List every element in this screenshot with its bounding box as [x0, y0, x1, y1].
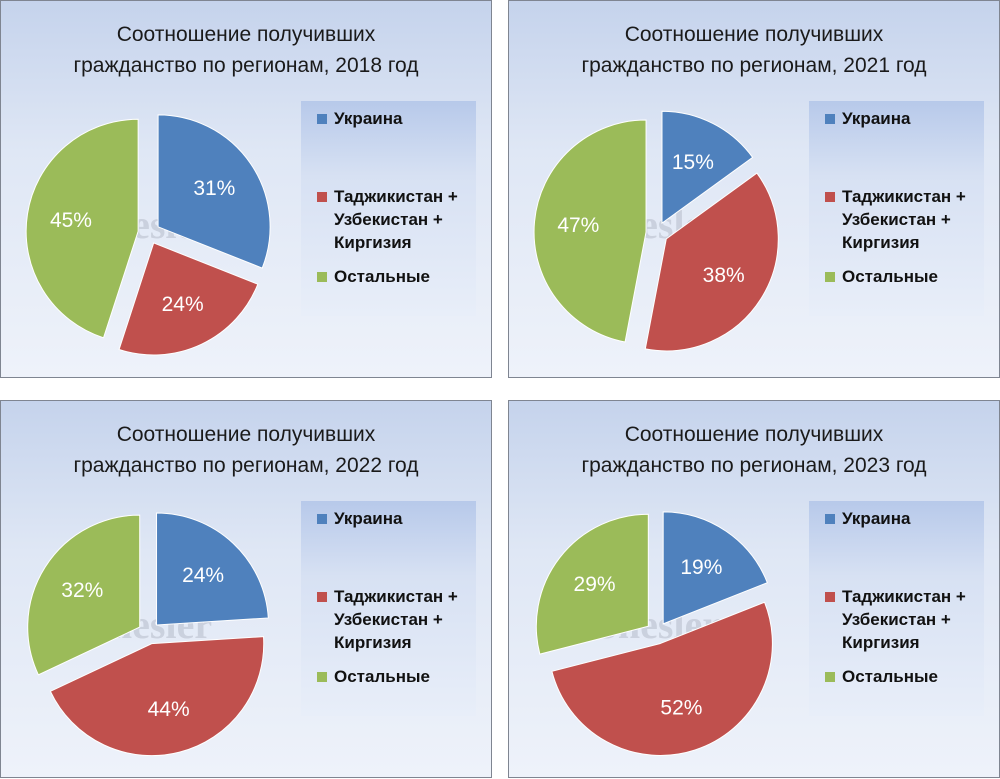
legend: Украина Таджикистан + Узбекистан + Кирги… — [301, 101, 476, 316]
chart-panel-2022: Соотношение получивших гражданство по ре… — [0, 400, 492, 778]
label-central-asia: 38% — [703, 264, 745, 287]
legend: Украина Таджикистан + Узбекистан + Кирги… — [301, 501, 476, 716]
legend-item-ukraine: Украина — [825, 107, 910, 130]
chart-panel-2021: Соотношение получивших гражданство по ре… — [508, 0, 1000, 378]
label-others: 32% — [61, 579, 103, 602]
slice-central-asia — [551, 601, 773, 756]
chart-title: Соотношение получивших гражданство по ре… — [1, 19, 491, 81]
slice-others — [25, 118, 139, 339]
legend-item-ukraine: Украина — [825, 507, 910, 530]
label-ukraine: 31% — [193, 177, 235, 200]
legend-item-central-asia: Таджикистан + Узбекистан + Киргизия — [825, 185, 966, 254]
legend-label: Остальные — [842, 267, 938, 286]
legend-swatch-blue — [825, 514, 835, 524]
legend-swatch-green — [317, 672, 327, 682]
legend-label: Таджикистан + Узбекистан + Киргизия — [334, 187, 458, 252]
legend-label: Украина — [842, 109, 911, 128]
slice-ukraine — [157, 114, 271, 269]
legend-swatch-blue — [317, 114, 327, 124]
pie-chart: 15% 38% 47% — [533, 110, 779, 352]
legend-item-central-asia: Таджикистан + Узбекистан + Киргизия — [825, 585, 966, 654]
label-ukraine: 19% — [680, 556, 722, 579]
legend-label: Остальные — [334, 267, 430, 286]
chart-title-line-2: гражданство по регионам, 2023 год — [581, 454, 927, 477]
slice-central-asia — [118, 242, 259, 356]
chart-title-line-1: Соотношение получивших — [624, 423, 884, 446]
legend-swatch-red — [317, 592, 327, 602]
label-others: 47% — [557, 214, 599, 237]
legend-label: Украина — [334, 109, 403, 128]
legend-item-others: Остальные — [825, 265, 938, 288]
chart-title-line-1: Соотношение получивших — [116, 423, 376, 446]
legend-item-central-asia: Таджикистан + Узбекистан + Киргизия — [317, 585, 458, 654]
chart-title: Соотношение получивших гражданство по ре… — [509, 19, 999, 81]
chart-title-line-1: Соотношение получивших — [624, 23, 884, 46]
label-central-asia: 44% — [148, 698, 190, 721]
label-central-asia: 52% — [660, 697, 702, 720]
legend-swatch-blue — [825, 114, 835, 124]
slice-ukraine — [662, 511, 768, 625]
legend: Украина Таджикистан + Узбекистан + Кирги… — [809, 501, 984, 716]
pie-chart: 31% 24% 45% — [25, 114, 271, 356]
legend-item-others: Остальные — [317, 665, 430, 688]
chart-title: Соотношение получивших гражданство по ре… — [509, 419, 999, 481]
legend-item-ukraine: Украина — [317, 107, 402, 130]
legend-swatch-green — [825, 672, 835, 682]
chart-title-line-2: гражданство по регионам, 2022 год — [73, 454, 419, 477]
slice-others — [533, 119, 647, 343]
chart-title: Соотношение получивших гражданство по ре… — [1, 419, 491, 481]
label-ukraine: 24% — [182, 564, 224, 587]
slice-central-asia — [49, 636, 265, 757]
legend-item-others: Остальные — [825, 665, 938, 688]
legend-swatch-blue — [317, 514, 327, 524]
legend-swatch-red — [825, 592, 835, 602]
legend-swatch-green — [825, 272, 835, 282]
legend-item-others: Остальные — [317, 265, 430, 288]
label-central-asia: 24% — [162, 293, 204, 316]
label-ukraine: 15% — [672, 151, 714, 174]
slice-ukraine — [661, 110, 754, 225]
legend-swatch-red — [825, 192, 835, 202]
legend-label: Остальные — [334, 667, 430, 686]
label-others: 45% — [50, 209, 92, 232]
chart-title-line-2: гражданство по регионам, 2018 год — [73, 54, 419, 77]
slice-others — [27, 514, 141, 676]
slice-ukraine — [156, 512, 269, 626]
chart-panel-2018: Соотношение получивших гражданство по ре… — [0, 0, 492, 378]
legend-item-ukraine: Украина — [317, 507, 402, 530]
chart-title-line-2: гражданство по регионам, 2021 год — [581, 54, 927, 77]
pie-chart: 19% 52% 29% — [535, 511, 773, 756]
legend-label: Украина — [842, 509, 911, 528]
slice-others — [535, 513, 649, 655]
legend-label: Таджикистан + Узбекистан + Киргизия — [334, 587, 458, 652]
legend-label: Таджикистан + Узбекистан + Киргизия — [842, 587, 966, 652]
slice-central-asia — [644, 172, 779, 352]
pie-chart: 24% 44% 32% — [27, 512, 269, 757]
legend-swatch-red — [317, 192, 327, 202]
legend-label: Остальные — [842, 667, 938, 686]
chart-title-line-1: Соотношение получивших — [116, 23, 376, 46]
chart-panel-2023: Соотношение получивших гражданство по ре… — [508, 400, 1000, 778]
legend: Украина Таджикистан + Узбекистан + Кирги… — [809, 101, 984, 316]
legend-item-central-asia: Таджикистан + Узбекистан + Киргизия — [317, 185, 458, 254]
legend-swatch-green — [317, 272, 327, 282]
legend-label: Украина — [334, 509, 403, 528]
legend-label: Таджикистан + Узбекистан + Киргизия — [842, 187, 966, 252]
label-others: 29% — [574, 573, 616, 596]
